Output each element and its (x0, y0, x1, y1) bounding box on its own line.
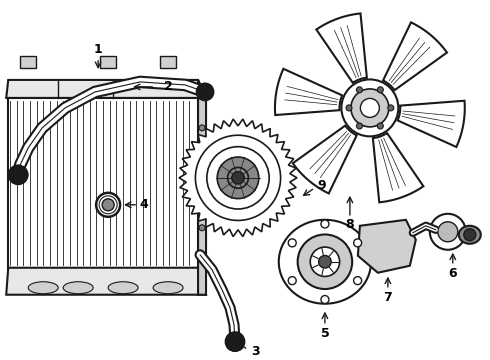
Circle shape (9, 166, 27, 184)
Circle shape (346, 105, 352, 111)
Circle shape (297, 234, 352, 289)
Polygon shape (397, 101, 465, 147)
Text: 1: 1 (94, 44, 102, 57)
Polygon shape (317, 13, 367, 83)
Text: 2: 2 (164, 80, 172, 93)
Polygon shape (383, 22, 447, 90)
Ellipse shape (28, 282, 58, 294)
Circle shape (430, 214, 466, 250)
Polygon shape (198, 80, 206, 295)
Circle shape (354, 239, 362, 247)
FancyBboxPatch shape (160, 56, 176, 68)
Circle shape (318, 256, 331, 268)
Ellipse shape (153, 282, 183, 294)
Ellipse shape (459, 226, 481, 244)
Circle shape (356, 87, 363, 93)
Polygon shape (275, 69, 342, 115)
Circle shape (197, 84, 213, 100)
Circle shape (196, 135, 281, 220)
Polygon shape (373, 133, 423, 202)
Circle shape (288, 239, 296, 247)
Circle shape (388, 105, 394, 111)
Circle shape (464, 229, 476, 241)
Ellipse shape (63, 282, 93, 294)
Circle shape (199, 125, 205, 131)
Polygon shape (6, 268, 206, 295)
Circle shape (228, 167, 248, 188)
Polygon shape (358, 220, 416, 273)
Circle shape (217, 157, 259, 199)
Text: 9: 9 (318, 179, 326, 192)
Circle shape (356, 123, 363, 129)
FancyBboxPatch shape (100, 56, 116, 68)
Text: 7: 7 (384, 291, 392, 304)
Polygon shape (8, 98, 198, 268)
Circle shape (232, 172, 244, 184)
FancyBboxPatch shape (20, 56, 36, 68)
Circle shape (199, 175, 205, 181)
Text: 8: 8 (345, 218, 354, 231)
Ellipse shape (108, 282, 138, 294)
Text: 3: 3 (252, 345, 260, 358)
Circle shape (354, 276, 362, 285)
Circle shape (321, 296, 329, 303)
Circle shape (321, 220, 329, 228)
Circle shape (102, 199, 114, 211)
Circle shape (96, 193, 120, 217)
Circle shape (438, 222, 458, 242)
Polygon shape (179, 119, 297, 237)
Circle shape (207, 147, 269, 209)
Circle shape (377, 123, 383, 129)
Circle shape (288, 276, 296, 285)
Circle shape (310, 247, 340, 276)
Text: 5: 5 (320, 327, 329, 340)
Ellipse shape (279, 220, 371, 304)
Circle shape (360, 98, 379, 117)
Circle shape (342, 80, 398, 136)
Text: 4: 4 (140, 198, 148, 211)
Circle shape (199, 225, 205, 231)
Polygon shape (6, 80, 206, 98)
Circle shape (351, 89, 389, 127)
Polygon shape (293, 126, 357, 193)
Circle shape (377, 87, 383, 93)
Text: 6: 6 (448, 267, 457, 280)
Circle shape (226, 333, 244, 351)
